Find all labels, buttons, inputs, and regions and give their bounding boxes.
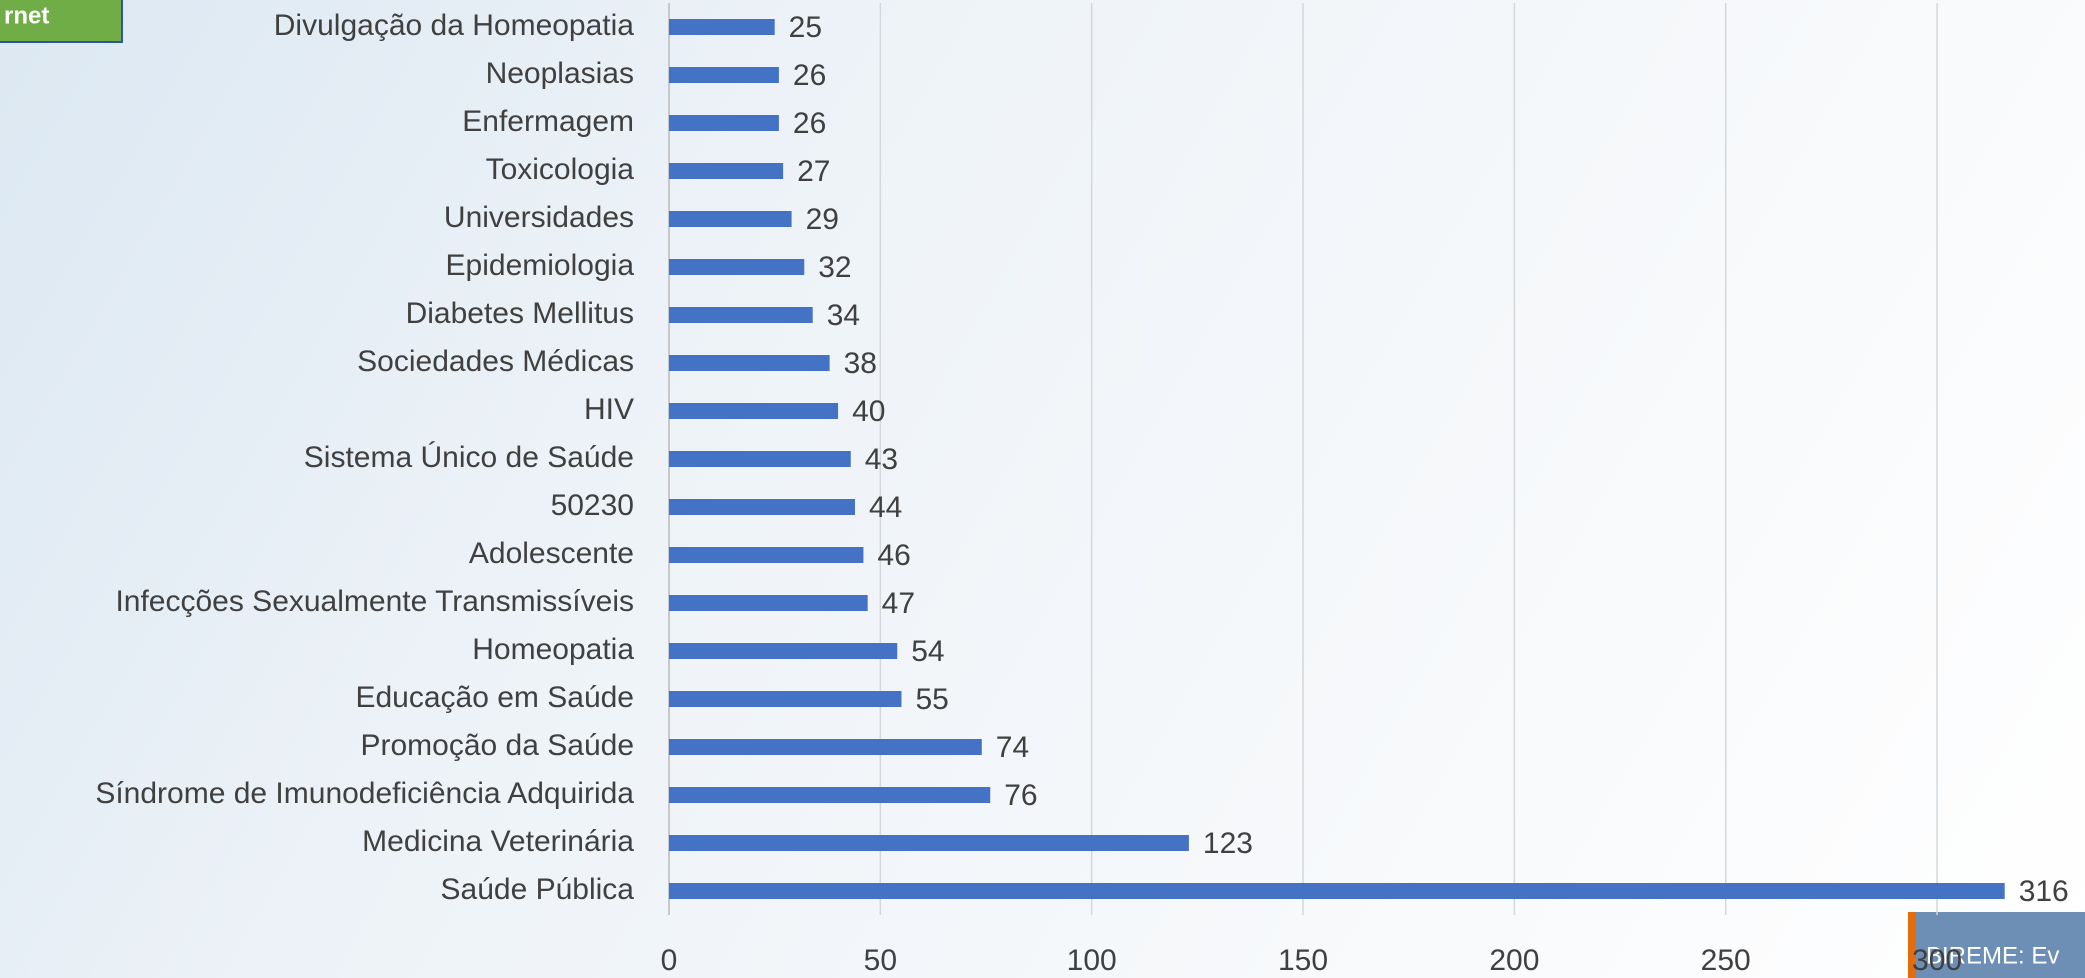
- value-label: 44: [869, 491, 902, 524]
- y-tick-label: Neoplasias: [486, 57, 634, 90]
- value-label: 46: [877, 539, 910, 572]
- x-tick-label: 300: [1912, 944, 1962, 977]
- value-label: 47: [882, 587, 915, 620]
- y-tick-label: Adolescente: [469, 537, 634, 570]
- bar: [669, 307, 813, 323]
- value-label: 76: [1004, 779, 1037, 812]
- bar: [669, 211, 792, 227]
- value-label: 26: [793, 107, 826, 140]
- value-label: 27: [797, 155, 830, 188]
- tag-label: rnet: [4, 2, 49, 29]
- bar: [669, 403, 839, 419]
- bar: [669, 691, 902, 707]
- bar: [669, 115, 779, 131]
- bar: [669, 19, 775, 35]
- value-label: 40: [852, 395, 885, 428]
- value-label: 316: [2019, 875, 2069, 908]
- y-tick-label: Epidemiologia: [446, 249, 635, 282]
- bar: [669, 547, 864, 563]
- y-tick-label: Universidades: [444, 201, 634, 234]
- bar: [669, 787, 991, 803]
- bar: [669, 595, 868, 611]
- y-tick-label: Medicina Veterinária: [362, 825, 634, 858]
- y-tick-label: Divulgação da Homeopatia: [274, 9, 635, 42]
- value-label: 123: [1203, 827, 1253, 860]
- value-label: 29: [806, 203, 839, 236]
- bar: [669, 739, 982, 755]
- value-label: 38: [844, 347, 877, 380]
- y-tick-label: HIV: [584, 393, 634, 426]
- x-tick-label: 250: [1701, 944, 1751, 977]
- y-tick-label: 50230: [551, 489, 634, 522]
- y-tick-label: Infecções Sexualmente Transmissíveis: [115, 585, 634, 618]
- y-tick-label: Diabetes Mellitus: [406, 297, 634, 330]
- bar: [669, 259, 805, 275]
- x-tick-label: 0: [661, 944, 678, 977]
- value-label: 54: [911, 635, 944, 668]
- bar: [669, 643, 898, 659]
- bar: [669, 67, 779, 83]
- y-tick-label: Sociedades Médicas: [357, 345, 634, 378]
- footer-label: BIREME: Ev: [1926, 942, 2059, 969]
- y-tick-label: Toxicologia: [486, 153, 635, 186]
- x-tick-label: 100: [1067, 944, 1117, 977]
- y-tick-label: Enfermagem: [462, 105, 634, 138]
- bar: [669, 499, 855, 515]
- value-label: 55: [915, 683, 948, 716]
- value-label: 74: [996, 731, 1029, 764]
- y-tick-label: Sistema Único de Saúde: [304, 441, 634, 474]
- value-label: 32: [818, 251, 851, 284]
- footer-box: [1908, 912, 2085, 978]
- value-label: 43: [865, 443, 898, 476]
- y-tick-label: Promoção da Saúde: [360, 729, 634, 762]
- x-tick-label: 200: [1489, 944, 1539, 977]
- y-tick-label: Homeopatia: [472, 633, 634, 666]
- value-label: 34: [827, 299, 860, 332]
- bar: [669, 355, 830, 371]
- footer-accent: [1908, 912, 1916, 978]
- y-tick-label: Saúde Pública: [441, 873, 635, 906]
- bar: [669, 451, 851, 467]
- y-tick-label: Síndrome de Imunodeficiência Adquirida: [95, 777, 634, 810]
- tag-box: [0, 0, 123, 43]
- x-tick-label: 150: [1278, 944, 1328, 977]
- bar: [669, 163, 784, 179]
- bar: [669, 883, 2005, 899]
- y-tick-label: Educação em Saúde: [355, 681, 634, 714]
- bar: [669, 835, 1189, 851]
- x-tick-label: 50: [864, 944, 897, 977]
- value-label: 26: [793, 59, 826, 92]
- value-label: 25: [789, 11, 822, 44]
